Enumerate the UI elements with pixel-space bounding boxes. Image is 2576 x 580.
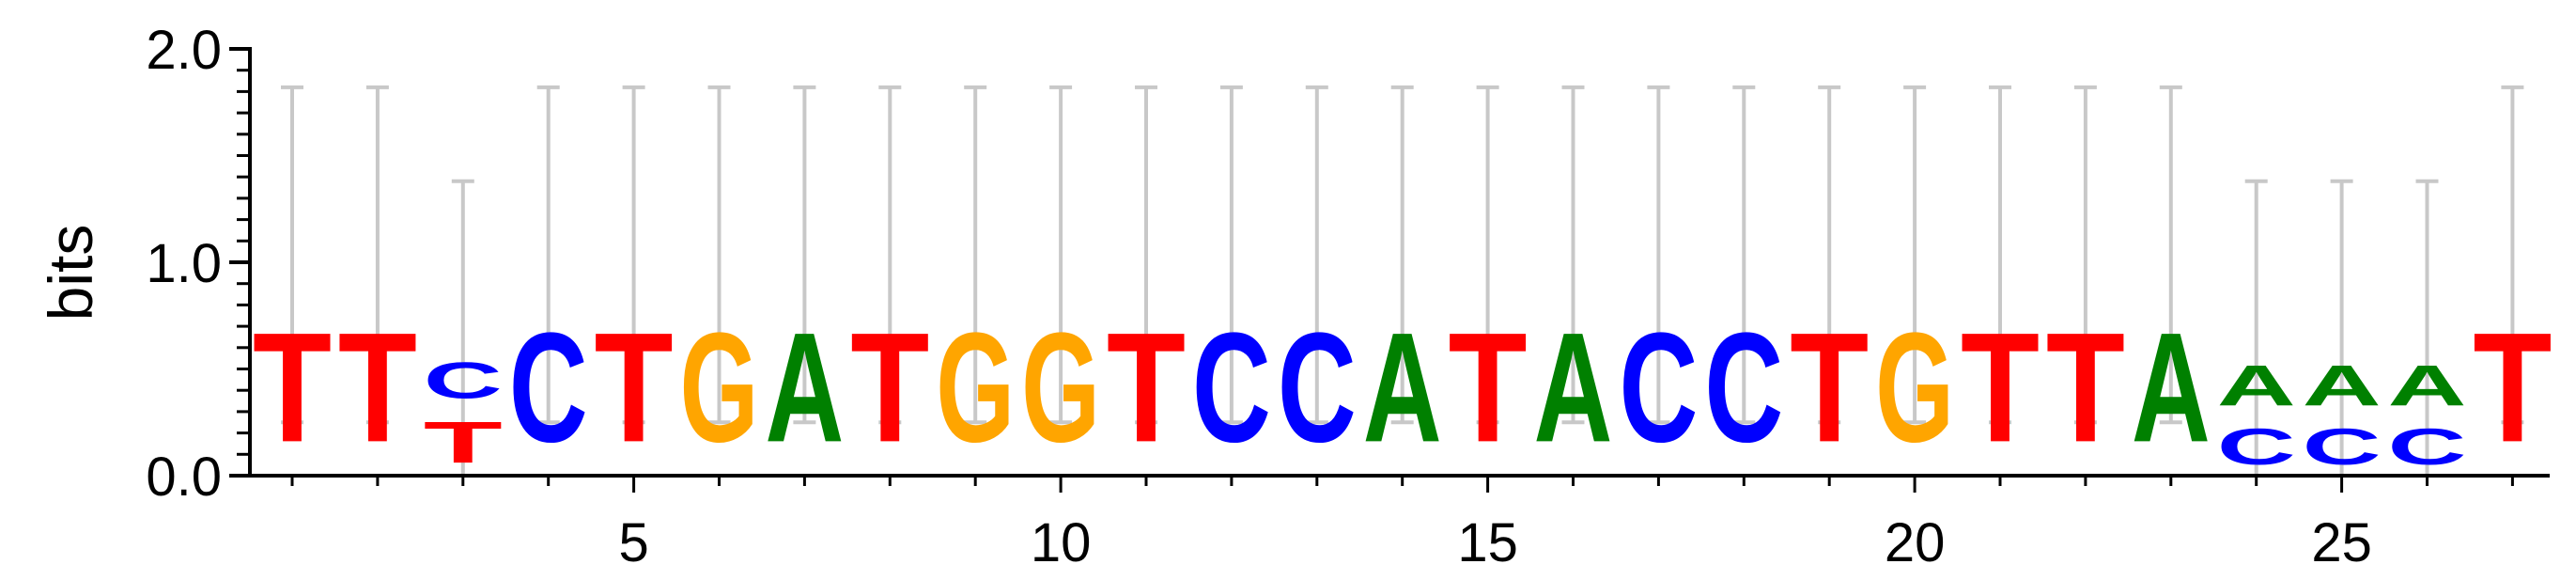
logo-letter-A: A	[1363, 301, 1442, 475]
logo-letter-G: G	[680, 300, 759, 475]
logo-letter-C: C	[1278, 301, 1357, 475]
logo-letter-T: T	[850, 301, 929, 475]
logo-letter-C: C	[1619, 301, 1698, 475]
y-axis: 0.0 1.0 2.0	[146, 20, 250, 508]
logo-letter-A: A	[2132, 301, 2211, 475]
logo-letter-A: A	[765, 301, 844, 475]
logo-letter-T: T	[595, 301, 674, 475]
logo-letter-A: A	[2303, 353, 2382, 417]
x-tick-label: 10	[1031, 512, 1092, 573]
logo-letter-C: C	[1192, 301, 1271, 475]
y-tick-label: 2.0	[146, 20, 222, 81]
logo-letter-G: G	[1021, 300, 1100, 475]
logo-letter-T: T	[253, 301, 332, 475]
logo-letter-C: C	[1704, 301, 1783, 475]
logo-letter-A: A	[2388, 353, 2467, 417]
x-tick-label: 25	[2311, 512, 2372, 573]
logo-letter-C: C	[2217, 418, 2296, 476]
logo-letter-A: A	[2217, 353, 2296, 417]
logo-letter-T: T	[1107, 301, 1186, 475]
y-tick-label: 0.0	[146, 447, 222, 508]
y-axis-label: bits	[36, 225, 105, 321]
x-axis: 5 10 15 20 25	[250, 476, 2550, 573]
x-tick-label: 15	[1457, 512, 1518, 573]
logo-letter-T: T	[2473, 301, 2552, 475]
logo-letter-G: G	[1875, 300, 1954, 475]
x-tick-label: 5	[618, 512, 648, 573]
logo-letter-C: C	[2303, 418, 2382, 476]
logo-letter-C: C	[2388, 418, 2467, 476]
y-tick-label: 1.0	[146, 233, 222, 294]
logo-letter-T: T	[1961, 301, 2040, 475]
logo-letter-A: A	[1534, 301, 1613, 475]
logo-letter-T: T	[338, 301, 417, 475]
logo-letter-T: T	[424, 409, 503, 476]
logo-letter-C: C	[509, 301, 588, 475]
x-tick-label: 20	[1885, 512, 1946, 573]
logo-letter-T: T	[1790, 301, 1869, 475]
logo-letter-G: G	[936, 300, 1015, 475]
logo-letter-T: T	[1449, 301, 1528, 475]
logo-letter-T: T	[2046, 301, 2125, 475]
logo-letter-C: C	[424, 353, 503, 410]
